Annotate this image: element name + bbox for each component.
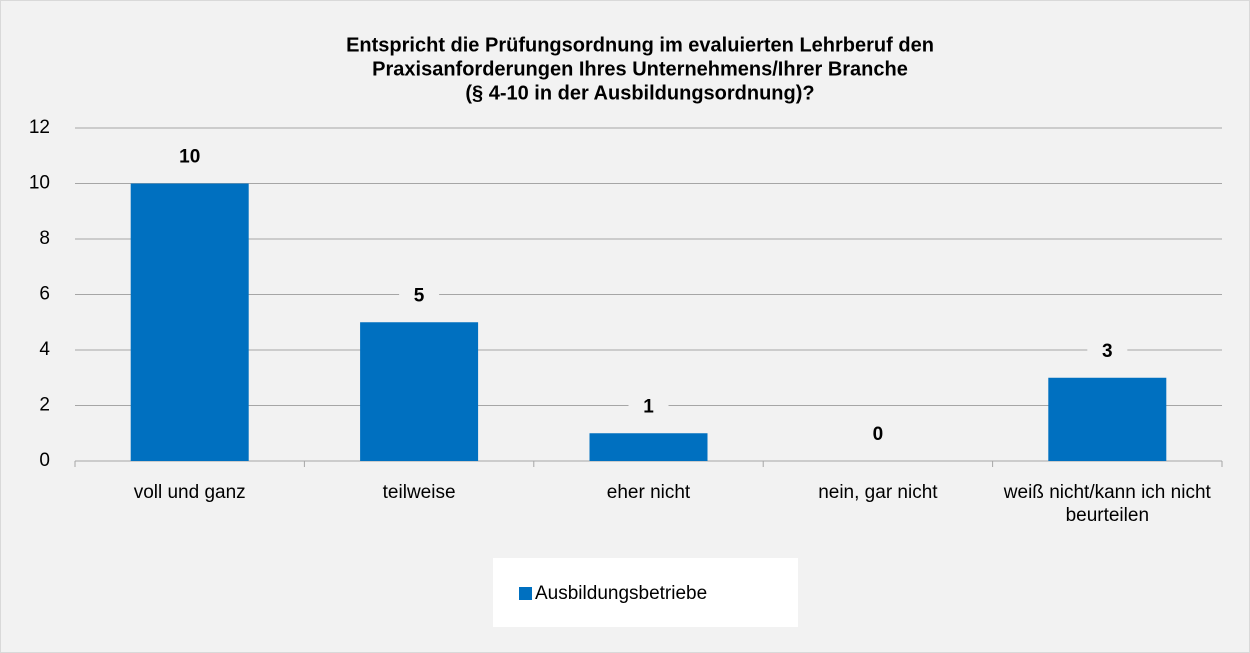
chart-title: (§ 4-10 in der Ausbildungsordnung)? (465, 82, 814, 104)
bar (130, 183, 249, 461)
y-tick-label: 6 (39, 284, 50, 305)
value-label: 5 (414, 285, 425, 306)
y-tick-label: 10 (29, 173, 50, 194)
x-tick-label: voll und ganz (133, 482, 246, 503)
value-label-bg (399, 283, 440, 310)
value-label-bg (1087, 338, 1128, 365)
x-tick-label: nein, gar nicht (818, 482, 938, 503)
y-tick-label: 12 (29, 117, 50, 138)
x-tick-label: eher nicht (606, 482, 691, 503)
x-tick-label: weiß nicht/kann ich nicht beurteilen (1003, 482, 1211, 526)
value-label: 1 (643, 396, 654, 417)
value-label-bg (169, 144, 210, 171)
chart-title: Praxisanforderungen Ihres Unternehmens/I… (372, 58, 908, 80)
value-label-bg (857, 422, 898, 448)
chart-title: Entspricht die Prüfungsordnung im evalui… (346, 34, 934, 56)
value-label: 3 (1102, 341, 1113, 362)
bar (360, 322, 479, 461)
value-label: 10 (179, 147, 200, 168)
legend-swatch (519, 587, 532, 600)
y-tick-label: 8 (39, 228, 50, 249)
x-tick-label: teilweise (382, 482, 456, 503)
legend-box (493, 558, 798, 627)
bar (1048, 377, 1167, 461)
value-label-bg (628, 394, 669, 421)
y-tick-label: 0 (39, 450, 50, 471)
bar (589, 433, 708, 461)
y-tick-label: 2 (39, 395, 50, 416)
y-tick-label: 4 (39, 339, 50, 360)
value-label: 0 (873, 424, 884, 445)
legend-label: Ausbildungsbetriebe (535, 583, 707, 604)
